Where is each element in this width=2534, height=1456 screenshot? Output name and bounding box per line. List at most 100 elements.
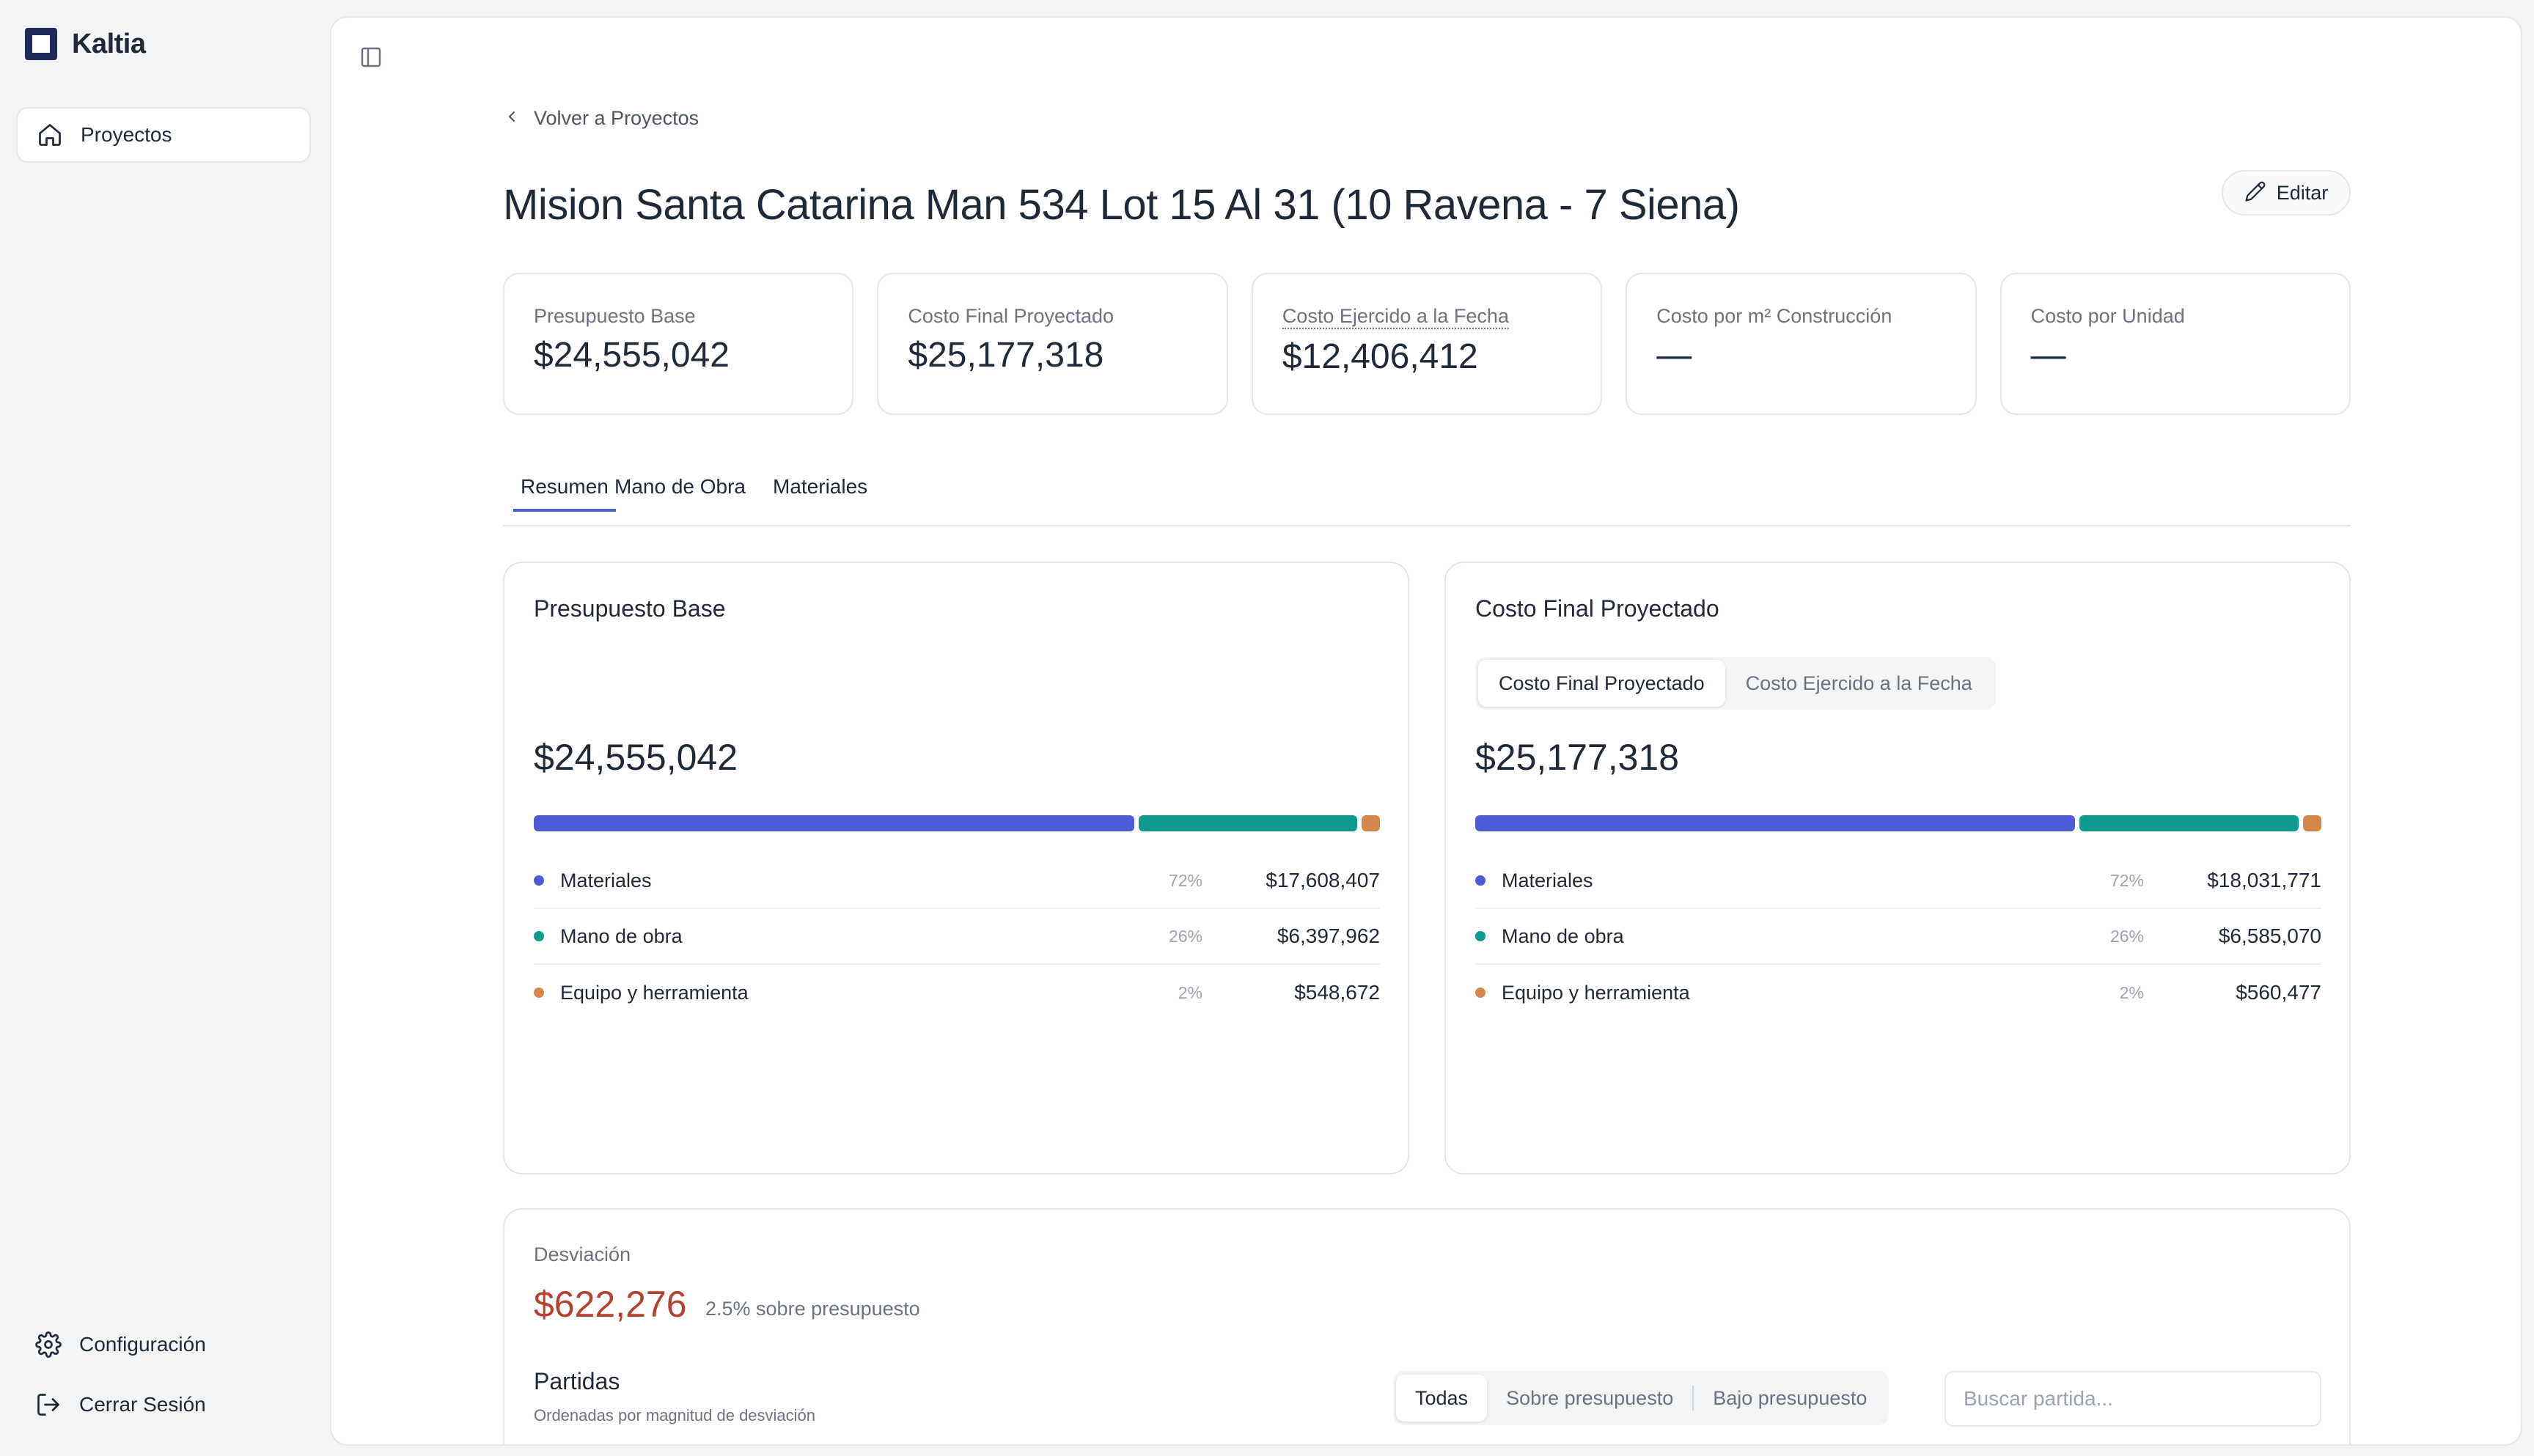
kpi-card-costo-ejercido: Costo Ejercido a la Fecha $12,406,412	[1251, 273, 1603, 415]
item-percent: 26%	[2109, 926, 2144, 946]
tab-materiales[interactable]: Materiales	[773, 475, 868, 498]
list-item: Equipo y herramienta 2% $548,672	[534, 965, 1380, 1021]
back-link-label: Volver a Proyectos	[534, 107, 699, 129]
item-percent: 26%	[1168, 926, 1202, 946]
tab-bar: Resumen Mano de Obra Materiales	[503, 465, 2351, 526]
item-name: Materiales	[1502, 869, 1593, 891]
breakdown-list: Materiales 72% $18,031,771 Mano de obra …	[1475, 853, 2321, 1021]
sidebar-item-label: Proyectos	[81, 123, 172, 146]
brand[interactable]: Kaltia	[25, 28, 146, 60]
card-title: Presupuesto Base	[534, 595, 726, 622]
filter-divider	[1692, 1386, 1694, 1411]
kpi-label-tooltip[interactable]: Costo Ejercido a la Fecha	[1282, 305, 1509, 329]
projected-cost-card: Costo Final Proyectado Costo Final Proye…	[1444, 562, 2351, 1174]
sidebar-toggle-button[interactable]	[359, 45, 383, 73]
filter-todas[interactable]: Todas	[1396, 1375, 1488, 1422]
chevron-left-icon	[503, 108, 521, 129]
logout-icon	[35, 1391, 62, 1418]
item-name: Mano de obra	[1502, 924, 1624, 947]
item-percent: 72%	[1168, 870, 1202, 890]
sidebar-item-label: Configuración	[79, 1333, 206, 1356]
item-amount: $560,477	[2236, 981, 2321, 1004]
sidebar-item-proyectos[interactable]: Proyectos	[16, 107, 311, 163]
list-item: Equipo y herramienta 2% $560,477	[1475, 965, 2321, 1021]
item-amount: $6,397,962	[1277, 924, 1380, 947]
kpi-row: Presupuesto Base $24,555,042 Costo Final…	[503, 273, 2351, 415]
deviation-amount: $622,276	[534, 1284, 687, 1325]
bar-segment-materiales	[1475, 815, 2075, 831]
list-item: Materiales 72% $17,608,407	[534, 853, 1380, 909]
legend-dot	[534, 988, 544, 998]
sidebar-item-cerrar-sesion[interactable]: Cerrar Sesión	[35, 1391, 206, 1418]
list-item: Mano de obra 26% $6,585,070	[1475, 909, 2321, 965]
legend-dot	[534, 875, 544, 886]
card-total: $25,177,318	[1475, 737, 1680, 778]
item-amount: $548,672	[1294, 981, 1380, 1004]
bar-segment-materiales	[534, 815, 1134, 831]
kaltia-logo	[25, 28, 57, 60]
item-name: Mano de obra	[560, 924, 683, 947]
bar-segment-equipo	[1362, 815, 1380, 831]
kpi-value: —	[1656, 336, 1692, 375]
kpi-card-costo-m2: Costo por m² Construcción —	[1626, 273, 1977, 415]
home-icon	[37, 122, 63, 148]
filter-sobre-presupuesto[interactable]: Sobre presupuesto	[1506, 1386, 1674, 1409]
sidebar-item-configuracion[interactable]: Configuración	[35, 1331, 206, 1358]
toggle-costo-final[interactable]: Costo Final Proyectado	[1478, 660, 1725, 707]
item-name: Equipo y herramienta	[1502, 981, 1690, 1004]
card-total: $24,555,042	[534, 737, 738, 778]
breakdown-bar	[534, 815, 1380, 831]
legend-dot	[1475, 875, 1485, 886]
item-amount: $18,031,771	[2207, 869, 2321, 891]
toggle-costo-ejercido[interactable]: Costo Ejercido a la Fecha	[1745, 672, 1972, 694]
kpi-value: $12,406,412	[1282, 337, 1478, 376]
deviation-card: Desviación $622,276 2.5% sobre presupues…	[503, 1208, 2351, 1444]
item-name: Materiales	[560, 869, 652, 891]
kpi-value: —	[2030, 336, 2066, 375]
main-panel: Volver a Proyectos Mision Santa Catarina…	[330, 16, 2522, 1446]
kpi-label: Costo por m² Construcción	[1656, 305, 1892, 327]
item-percent: 2%	[1178, 982, 1202, 1002]
kpi-value: $24,555,042	[534, 336, 730, 375]
deviation-label: Desviación	[534, 1243, 631, 1265]
deviation-note: 2.5% sobre presupuesto	[705, 1298, 920, 1320]
tab-mano-de-obra[interactable]: Mano de Obra	[614, 475, 746, 498]
search-partida-input[interactable]	[1944, 1371, 2321, 1427]
partidas-subtitle: Ordenadas por magnitud de desviación	[534, 1406, 816, 1424]
tab-resumen[interactable]: Resumen	[513, 475, 616, 512]
filter-bajo-presupuesto[interactable]: Bajo presupuesto	[1713, 1386, 1868, 1409]
panel-left-icon	[359, 47, 383, 72]
item-amount: $6,585,070	[2218, 924, 2321, 947]
kpi-value: $25,177,318	[908, 336, 1104, 375]
bar-segment-mano-de-obra	[1139, 815, 1357, 831]
kpi-card-costo-final: Costo Final Proyectado $25,177,318	[877, 273, 1228, 415]
list-item: Mano de obra 26% $6,397,962	[534, 909, 1380, 965]
item-percent: 72%	[2109, 870, 2144, 890]
breakdown-bar	[1475, 815, 2321, 831]
kpi-card-presupuesto-base: Presupuesto Base $24,555,042	[503, 273, 854, 415]
bar-segment-mano-de-obra	[2079, 815, 2299, 831]
partidas-title: Partidas	[534, 1368, 620, 1394]
kpi-label: Costo por Unidad	[2030, 305, 2185, 327]
partidas-filter: Todas Sobre presupuesto Bajo presupuesto	[1393, 1371, 1890, 1425]
budget-card: Presupuesto Base $24,555,042 Materiales …	[503, 562, 1409, 1174]
card-title: Costo Final Proyectado	[1475, 595, 1719, 622]
pencil-icon	[2244, 180, 2266, 206]
item-amount: $17,608,407	[1266, 869, 1380, 891]
list-item: Materiales 72% $18,031,771	[1475, 853, 2321, 909]
app-name: Kaltia	[72, 28, 146, 59]
kpi-label: Costo Final Proyectado	[908, 305, 1114, 327]
edit-button-label: Editar	[2276, 181, 2329, 204]
cost-view-toggle: Costo Final Proyectado Costo Ejercido a …	[1475, 657, 1996, 710]
bar-segment-equipo	[2303, 815, 2321, 831]
kpi-label: Presupuesto Base	[534, 305, 696, 327]
breakdown-list: Materiales 72% $17,608,407 Mano de obra …	[534, 853, 1380, 1021]
sidebar-item-label: Cerrar Sesión	[79, 1393, 206, 1416]
legend-dot	[1475, 988, 1485, 998]
back-link[interactable]: Volver a Proyectos	[503, 107, 699, 130]
kpi-card-costo-unidad: Costo por Unidad —	[1999, 273, 2351, 415]
item-percent: 2%	[2119, 982, 2144, 1002]
sidebar: Kaltia Proyectos Configuración Cerrar Se…	[0, 0, 327, 1456]
edit-button[interactable]: Editar	[2222, 170, 2351, 216]
legend-dot	[534, 931, 544, 941]
